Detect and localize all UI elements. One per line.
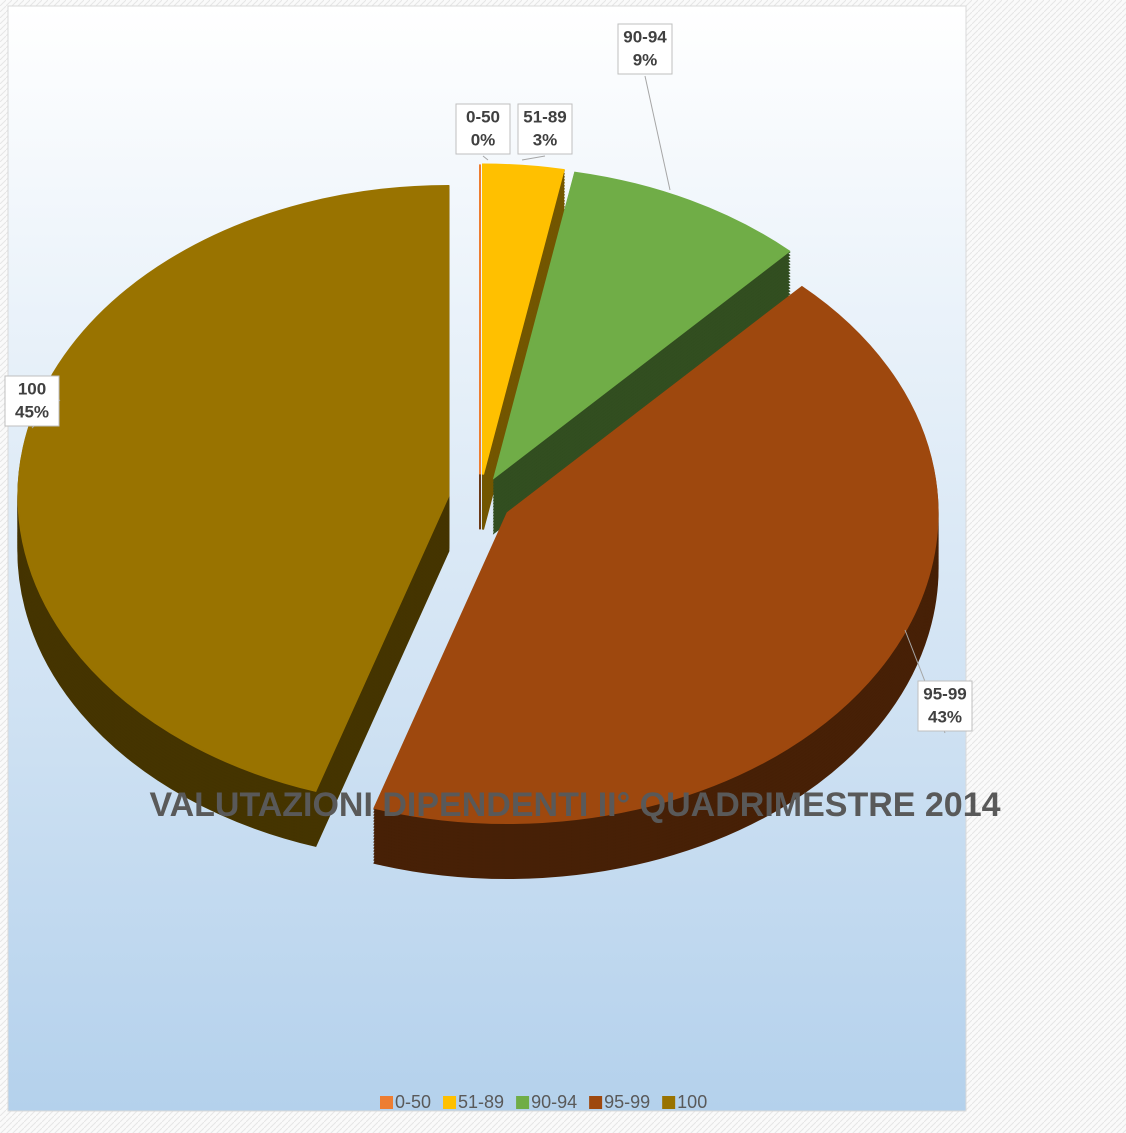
legend: 0-50 51-89 90-94 95-99 100 <box>380 1092 707 1112</box>
legend-item: 95-99 <box>589 1092 650 1112</box>
legend-item: 100 <box>662 1092 707 1112</box>
pie <box>17 163 939 880</box>
label-box <box>455 103 511 155</box>
label-box <box>617 23 673 75</box>
label-box <box>517 103 573 155</box>
slice-top <box>373 285 939 825</box>
legend-item: 51-89 <box>443 1092 504 1112</box>
label-category: 95-99 <box>923 684 966 703</box>
chart-title: VALUTAZIONI DIPENDENTI II° QUADRIMESTRE … <box>149 786 1000 824</box>
label-box <box>4 375 60 427</box>
leader-line <box>482 155 489 161</box>
slice <box>492 171 791 535</box>
label-category: 0-50 <box>466 107 500 126</box>
label-category: 100 <box>18 379 46 398</box>
leader-line <box>644 75 671 191</box>
slice-top <box>17 184 450 792</box>
label-value: 9% <box>633 50 658 69</box>
slice-top <box>482 163 565 475</box>
legend-swatch <box>662 1096 676 1109</box>
leader-line <box>521 155 546 161</box>
legend-item: 90-94 <box>516 1092 577 1112</box>
data-labels: 0-50 0% 51-89 3% 90-94 9% 95-99 43% 100 45% <box>4 23 973 734</box>
label-category: 90-94 <box>623 27 667 46</box>
legend-item: 0-50 <box>380 1092 431 1112</box>
slice <box>373 285 939 880</box>
legend-label: 51-89 <box>458 1092 504 1112</box>
legend-label: 90-94 <box>531 1092 577 1112</box>
label-value: 45% <box>15 402 49 421</box>
label-value: 0% <box>471 130 496 149</box>
legend-label: 95-99 <box>604 1092 650 1112</box>
slice-top <box>492 171 791 480</box>
label-box <box>917 680 973 732</box>
legend-swatch <box>443 1096 457 1109</box>
legend-label: 100 <box>677 1092 707 1112</box>
label-value: 43% <box>928 707 962 726</box>
legend-swatch <box>380 1096 393 1109</box>
legend-swatch <box>516 1096 530 1109</box>
label-value: 3% <box>533 130 558 149</box>
legend-label: 0-50 <box>395 1092 431 1112</box>
slice <box>17 184 450 847</box>
legend-swatch <box>589 1096 603 1109</box>
label-category: 51-89 <box>523 107 566 126</box>
